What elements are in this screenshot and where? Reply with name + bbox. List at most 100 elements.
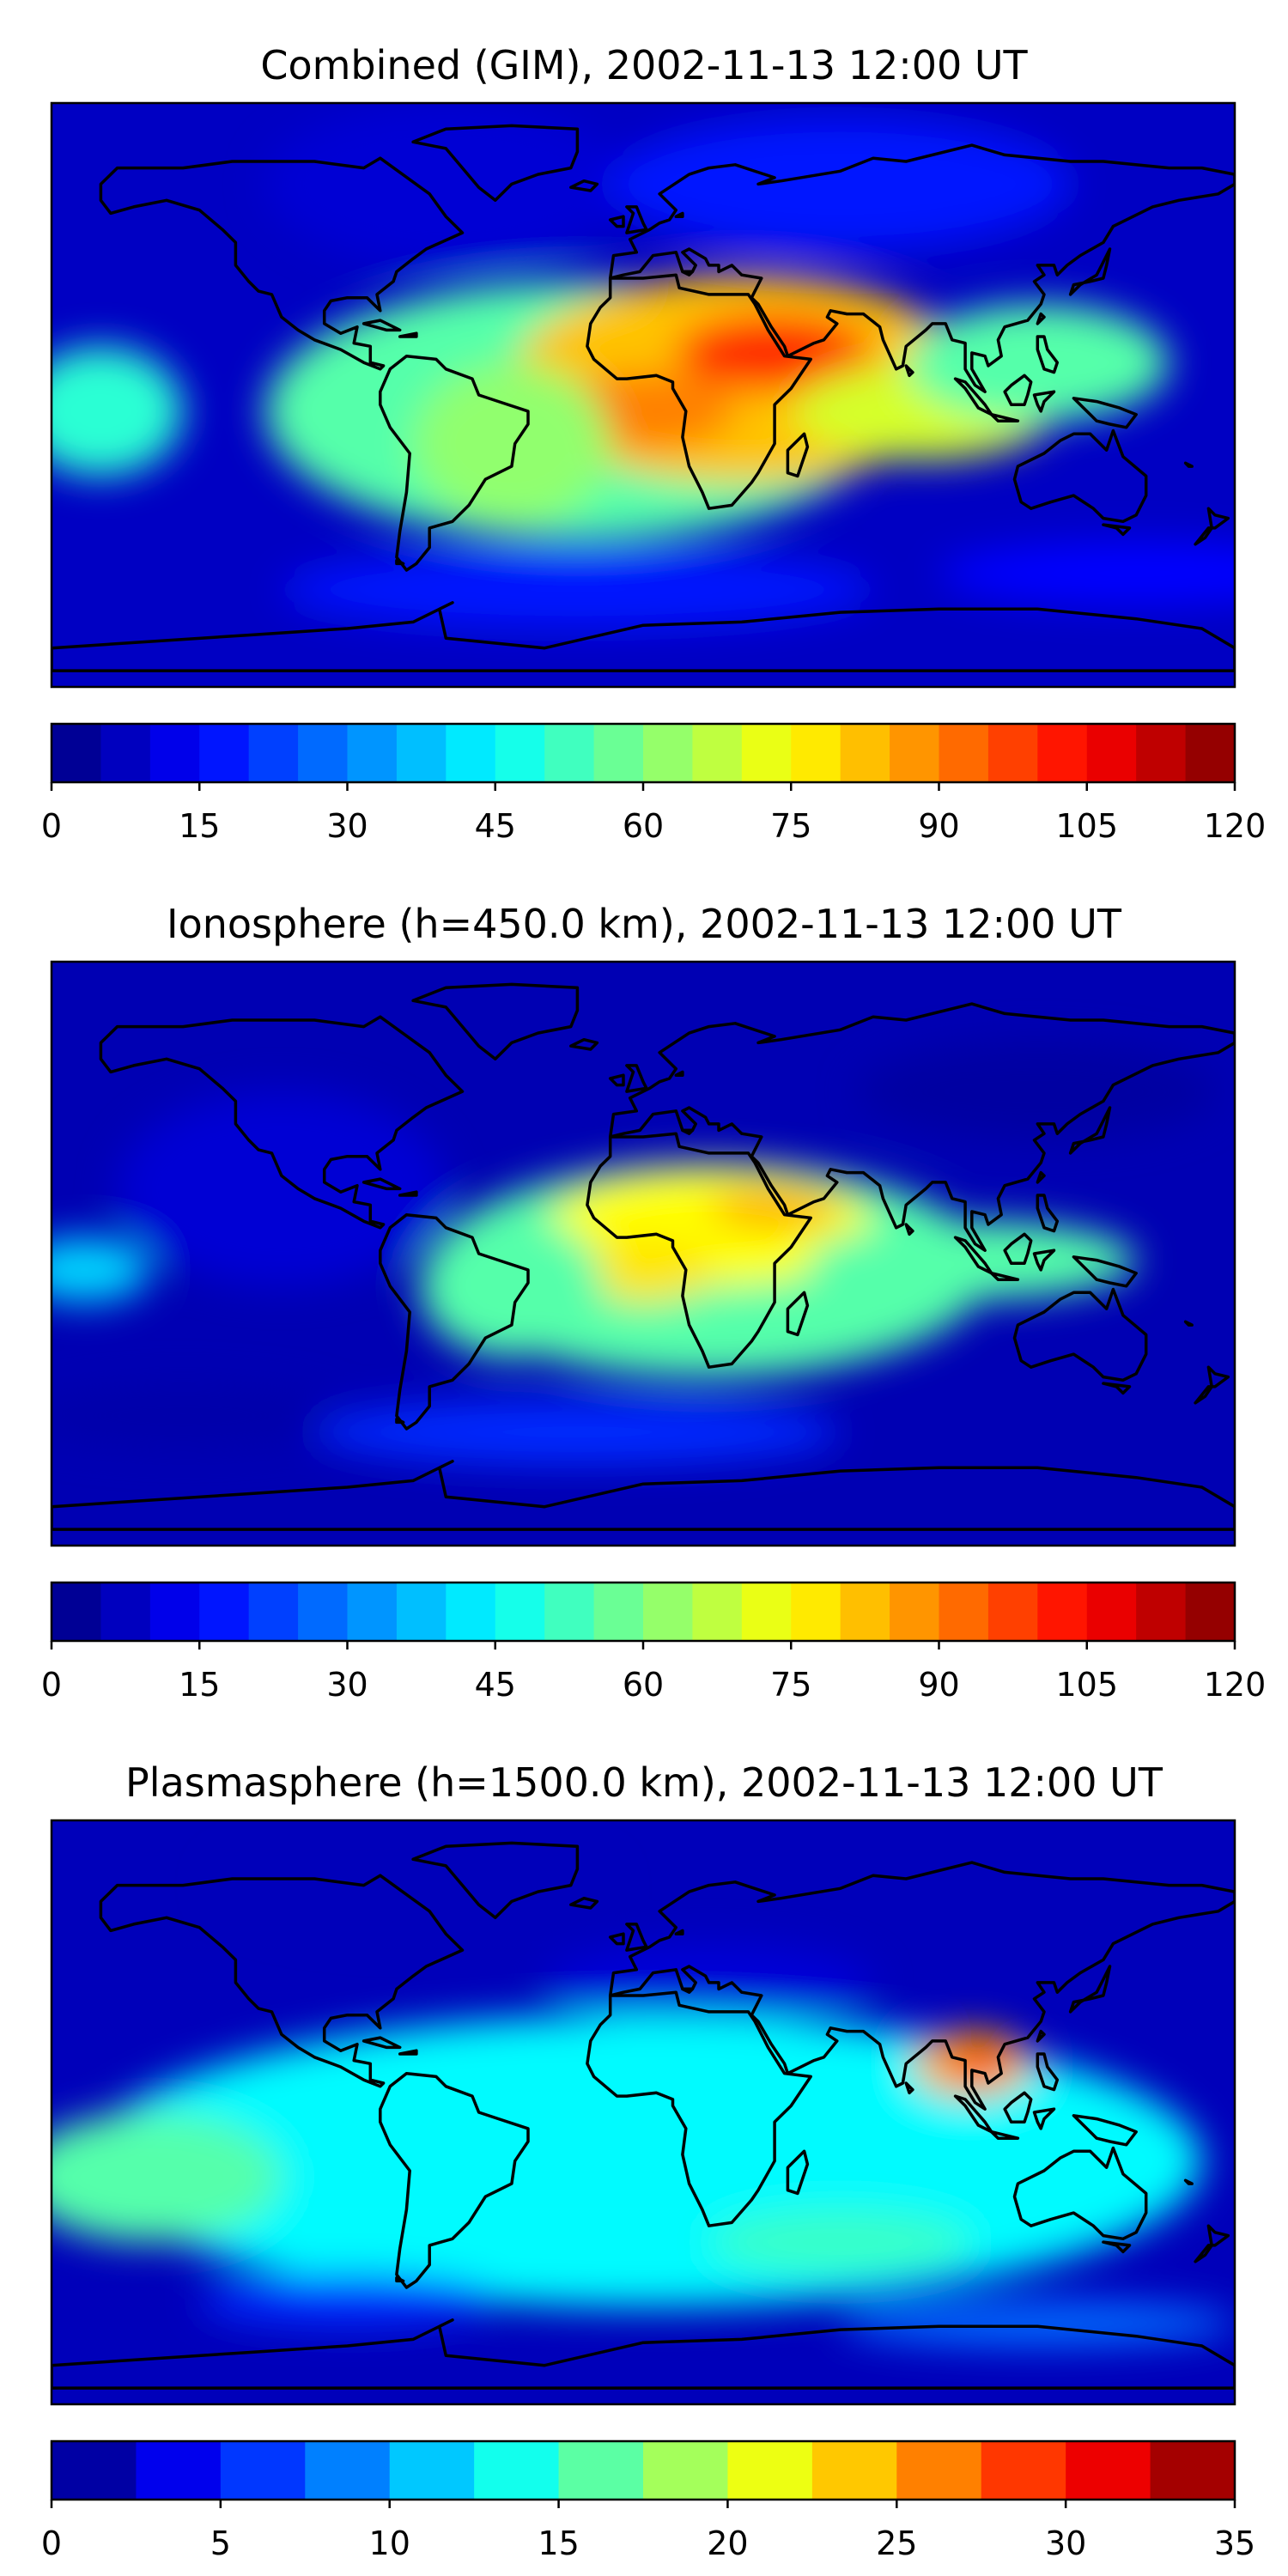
colorbar-tick-label: 25 — [876, 2524, 917, 2562]
coastline-25 — [681, 1128, 695, 1135]
colorbar-bin — [199, 724, 250, 782]
colorbar-bin — [939, 1583, 989, 1641]
coastline-14 — [1003, 1232, 1033, 1266]
field-blob — [199, 2274, 495, 2327]
colorbar-bin — [987, 1583, 1038, 1641]
colorbar-tick-label: 15 — [179, 807, 220, 845]
colorbar-tick-label: 15 — [179, 1666, 220, 1704]
field-blob — [52, 346, 184, 477]
colorbar-bin — [593, 1583, 644, 1641]
field-blob — [570, 1237, 716, 1303]
coastline-21 — [361, 1177, 402, 1191]
colorbar-bin — [544, 724, 595, 782]
field-blob — [117, 1091, 447, 1286]
field-blob — [610, 118, 1071, 249]
coastline-27 — [1183, 1320, 1194, 1327]
coastlines — [52, 124, 1235, 672]
colorbar-bin — [692, 1583, 743, 1641]
colorbar: 0 15 30 45 60 75 90 105 120 — [41, 722, 1266, 845]
colorbar-bin — [643, 2441, 729, 2500]
colorbar-bin — [495, 1583, 545, 1641]
colorbar-bin — [987, 724, 1038, 782]
colorbar-bin — [791, 1583, 841, 1641]
colorbar-bin — [1086, 1583, 1137, 1641]
colorbar-tick-label: 0 — [41, 1666, 62, 1704]
colorbar-bin — [1136, 1583, 1187, 1641]
colorbar-tick-label: 45 — [475, 807, 516, 845]
colorbar-bin — [100, 724, 151, 782]
colorbar-bin — [981, 2441, 1066, 2500]
coastline-20 — [1036, 2029, 1046, 2043]
colorbar-tick-label: 20 — [707, 2524, 748, 2562]
coastline-0 — [99, 1015, 465, 1230]
colorbar-bin — [811, 2441, 897, 2500]
colorbar-bin — [446, 724, 496, 782]
coastline-27 — [1183, 461, 1194, 468]
coastline-19 — [904, 1223, 914, 1236]
colorbar-tick-label: 30 — [326, 1666, 368, 1704]
map-frame — [50, 960, 1236, 1547]
colorbar-bin — [741, 724, 792, 782]
coastline-22 — [398, 331, 418, 338]
coastline-22 — [398, 1190, 418, 1197]
colorbar-bin — [136, 2441, 222, 2500]
coastline-3 — [608, 1861, 1235, 2111]
coastline-15 — [1032, 390, 1056, 413]
coastline-10 — [1068, 1965, 1112, 2014]
colorbar-bin — [446, 1583, 496, 1641]
coastline-18 — [1194, 2224, 1230, 2263]
coastline-20 — [1036, 1170, 1046, 1184]
colorbar-bin — [389, 2441, 475, 2500]
colorbar-tick-label: 35 — [1214, 2524, 1255, 2562]
coastlines — [52, 982, 1235, 1531]
field-blob — [52, 1383, 348, 1449]
colorbar-bin — [840, 724, 890, 782]
coastline-4 — [1012, 1287, 1148, 1382]
colorbar-tick-label: 120 — [1204, 1666, 1267, 1704]
colorbar-bin — [727, 2441, 813, 2500]
field-blob — [413, 362, 611, 526]
colorbar-tick-label: 45 — [475, 1666, 516, 1704]
map-panel-2: Ionosphere (h=450.0 km), 2002-11-13 12:0… — [41, 901, 1267, 1704]
field-blob — [807, 1221, 1137, 1299]
field-blob — [419, 1214, 605, 1358]
coastline-18 — [1194, 507, 1230, 546]
coastline-3 — [608, 1002, 1235, 1252]
coastline-22 — [398, 2049, 418, 2056]
coastline-17 — [1072, 2114, 1138, 2147]
colorbar-bin — [890, 724, 940, 782]
colorbar-bin — [1136, 724, 1187, 782]
coastline-24 — [674, 1929, 684, 1935]
colorbar-bin — [544, 1583, 595, 1641]
field-blob — [314, 1400, 841, 1465]
colorbar-bin — [939, 724, 989, 782]
coastline-8 — [608, 215, 625, 228]
colorbar-bin — [1086, 724, 1137, 782]
map-panel-1: Combined (GIM), 2002-11-13 12:00 UT 0 15 30… — [41, 42, 1266, 845]
colorbar-bin — [305, 2441, 391, 2500]
colorbar-bin — [840, 1583, 890, 1641]
colorbar-bin — [1037, 724, 1088, 782]
coastline-9 — [569, 179, 599, 192]
coastline-23 — [1102, 523, 1132, 537]
colorbar-tick-label: 60 — [623, 1666, 664, 1704]
colorbar-bin — [1150, 2441, 1236, 2500]
coastline-17 — [1072, 397, 1138, 429]
coastline-2 — [586, 1132, 812, 1369]
coastline-6 — [411, 1841, 580, 1920]
colorbar-tick-label: 0 — [41, 2524, 62, 2562]
coastline-10 — [1068, 247, 1112, 296]
coastline-7 — [625, 1923, 648, 1952]
field-blob — [708, 1188, 841, 1228]
colorbar-bin — [1185, 1583, 1236, 1641]
colorbar-bin — [347, 1583, 398, 1641]
field-blob — [676, 313, 873, 392]
coastline-20 — [1036, 312, 1046, 325]
coastline-25 — [681, 1987, 695, 1994]
colorbar-bin — [495, 724, 545, 782]
coastline-7 — [625, 1064, 648, 1093]
coastline-13 — [989, 2129, 1020, 2140]
colorbar-bin — [692, 724, 743, 782]
colorbar-tick-label: 75 — [770, 807, 811, 845]
